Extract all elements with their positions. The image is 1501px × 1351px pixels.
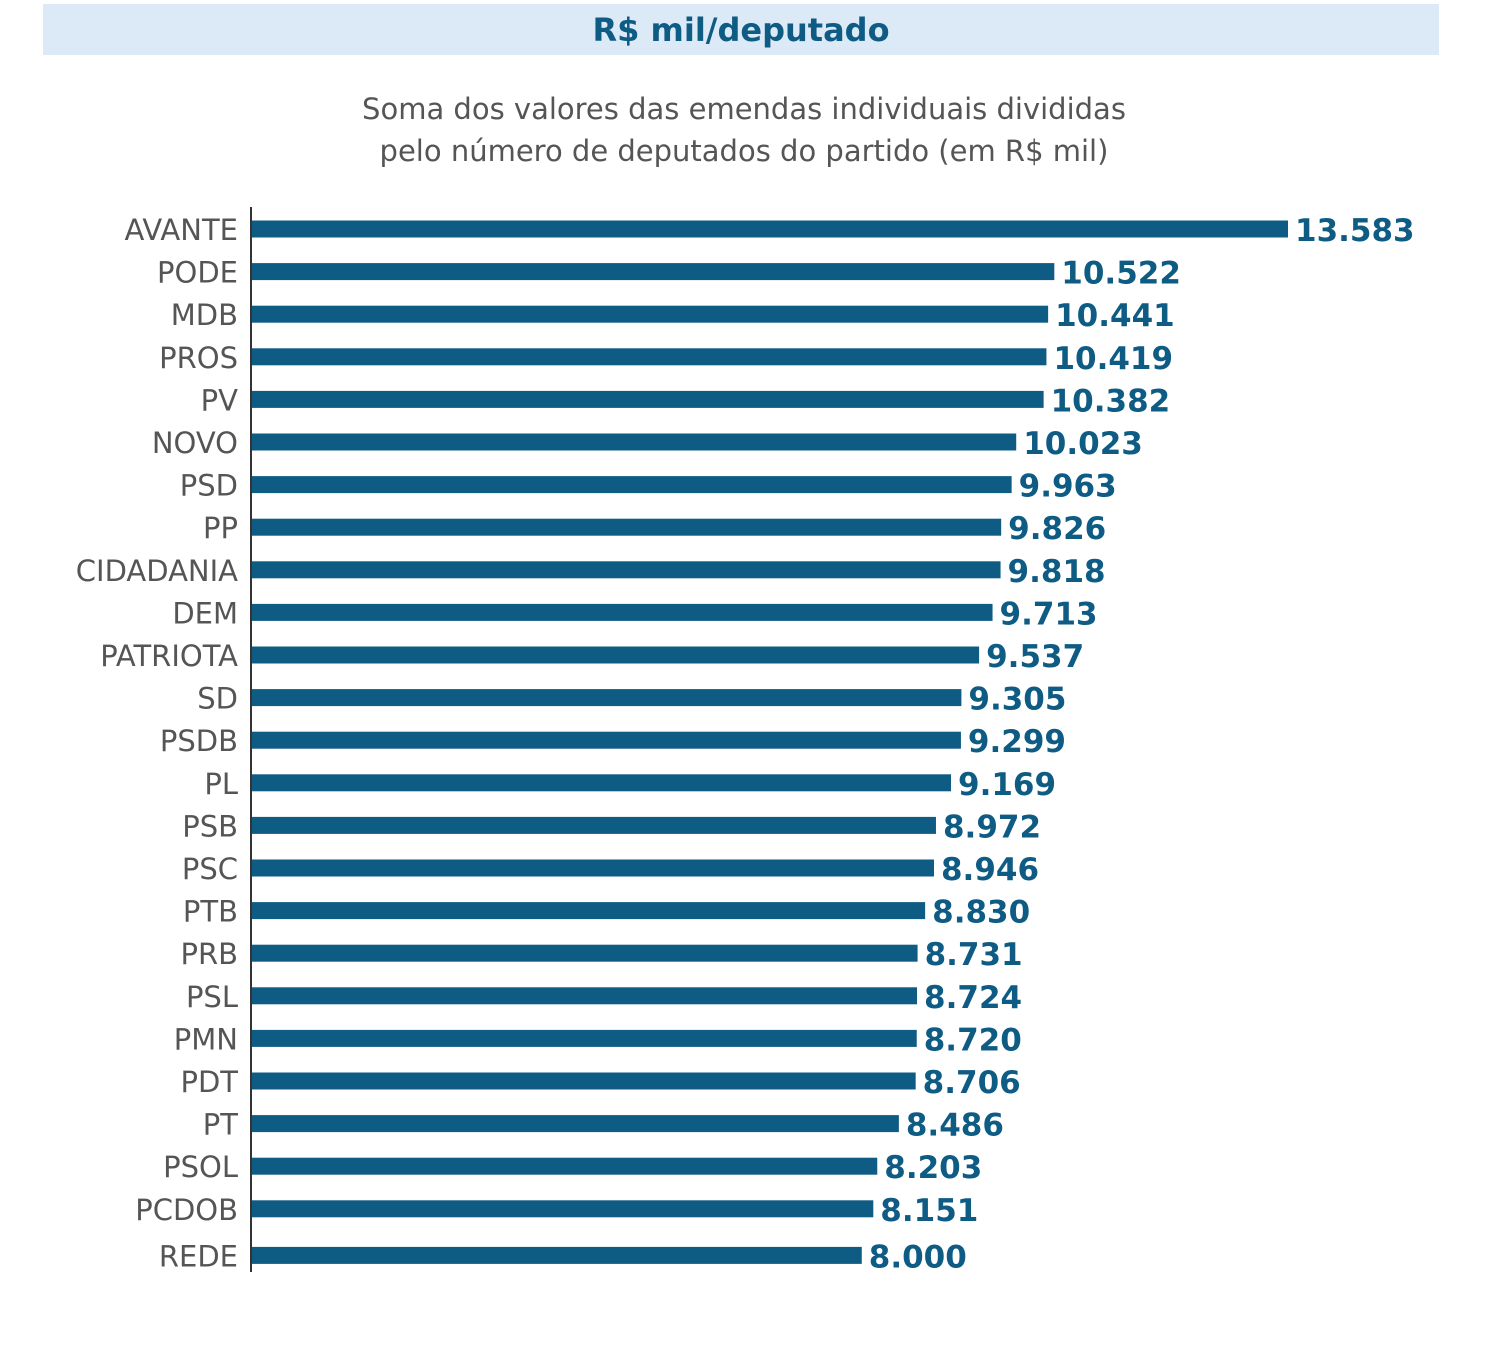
value-label: 8.203 [884,1150,982,1186]
subtitle-line-1: Soma dos valores das emendas individuais… [362,92,1126,126]
category-label: PSC [182,852,238,886]
value-label: 9.713 [1000,596,1098,632]
value-label: 9.537 [986,639,1084,675]
category-label: PMN [174,1022,238,1056]
category-label: SD [197,682,238,716]
bar-pdt [252,1072,916,1090]
category-label: AVANTE [124,213,238,247]
category-label: PCDOB [135,1193,238,1227]
value-label: 8.731 [925,937,1023,973]
bar-psl [252,987,918,1005]
category-label: NOVO [152,426,238,460]
bar-pp [252,518,1002,536]
category-label: CIDADANIA [76,554,238,588]
value-label: 9.169 [958,767,1056,803]
value-label: 8.724 [924,980,1022,1016]
bar-pmn [252,1029,917,1047]
value-label: 8.486 [906,1108,1004,1144]
category-label: PODE [157,256,238,290]
category-label: PP [203,511,238,545]
value-label: 8.151 [880,1193,978,1229]
category-label: PDT [180,1065,238,1099]
subtitle-line-2: pelo número de deputados do partido (em … [379,134,1109,168]
value-label: 8.706 [923,1065,1021,1101]
bar-patriota [252,646,980,664]
value-label: 10.522 [1061,256,1181,292]
value-label: 10.023 [1023,426,1143,462]
bar-psc [252,859,934,877]
bar-rede [252,1246,862,1264]
value-label: 8.946 [941,852,1039,888]
header-title: R$ mil/deputado [592,10,890,49]
category-label: PROS [159,341,238,375]
value-label: 8.972 [943,809,1041,845]
category-label: PTB [183,895,238,929]
bar-psdb [252,731,961,749]
value-label: 9.818 [1008,554,1106,590]
category-label: MDB [171,298,238,332]
category-label: PRB [180,937,238,971]
bar-pros [252,348,1047,366]
category-label: PSDB [160,724,238,758]
value-label: 10.441 [1055,298,1175,334]
value-label: 10.382 [1051,383,1171,419]
category-label: PV [201,383,238,417]
bar-pt [252,1115,899,1133]
header-band: R$ mil/deputado [43,4,1439,55]
bar-ptb [252,902,926,920]
value-label: 10.419 [1053,341,1173,377]
bar-prb [252,944,918,962]
category-label: PT [203,1108,238,1142]
category-label: DEM [172,596,238,630]
category-label: PSL [186,980,238,1014]
value-label: 9.299 [968,724,1066,760]
bar-psb [252,816,936,834]
value-label: 9.305 [968,682,1066,718]
bar-sd [252,689,962,707]
bar-pl [252,774,952,792]
bar-novo [252,433,1017,451]
category-label: PSD [180,469,238,503]
bar-psd [252,476,1012,494]
bar-pv [252,390,1044,408]
value-label: 8.720 [924,1022,1022,1058]
value-label: 9.826 [1008,511,1106,547]
category-label: PL [204,767,238,801]
bar-psol [252,1157,878,1175]
category-label: PSB [182,809,238,843]
category-label: REDE [159,1239,238,1273]
category-label: PATRIOTA [100,639,238,673]
bar-pode [252,263,1055,281]
bar-mdb [252,305,1049,323]
bar-avante [252,220,1288,238]
value-label: 8.830 [932,895,1030,931]
category-label: PSOL [163,1150,238,1184]
value-label: 13.583 [1295,213,1415,249]
value-label: 8.000 [869,1239,967,1275]
bar-cidadania [252,561,1001,579]
chart-subtitle: Soma dos valores das emendas individuais… [0,88,1488,172]
bar-dem [252,603,993,621]
value-label: 9.963 [1019,469,1117,505]
bar-pcdob [252,1200,874,1218]
